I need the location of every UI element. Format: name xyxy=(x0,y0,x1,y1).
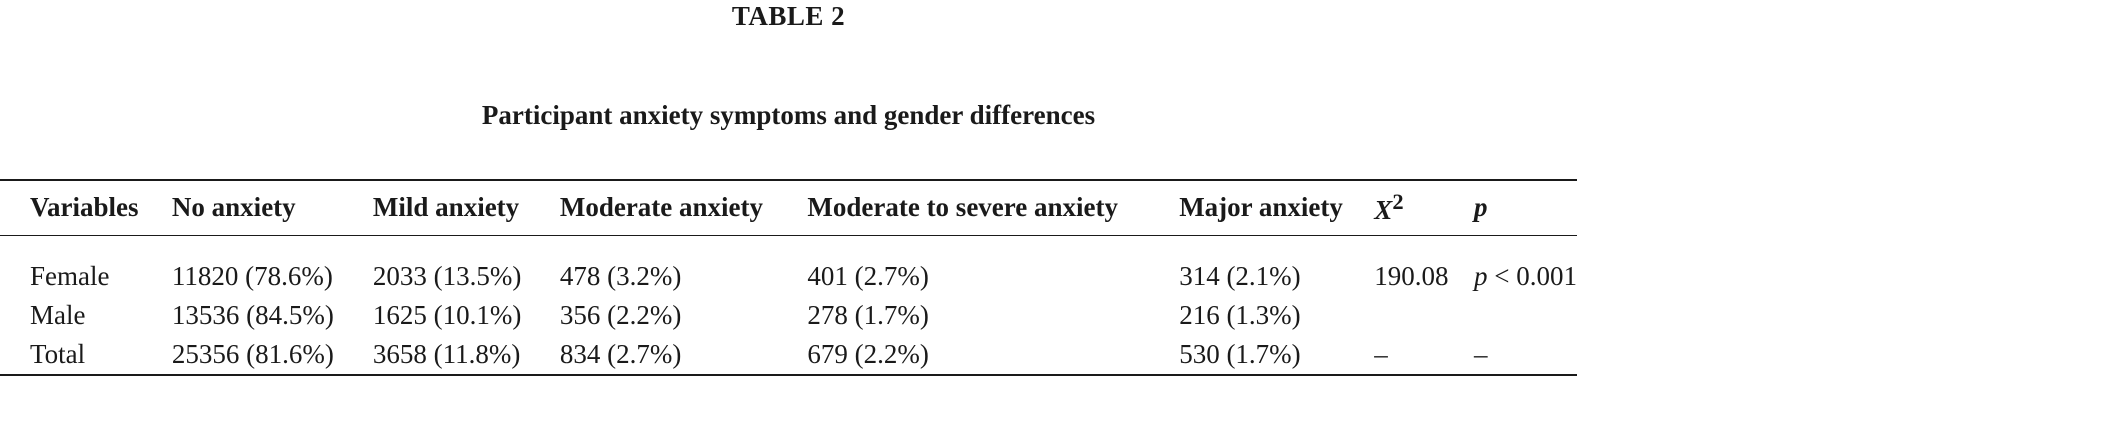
table-row: Male 13536 (84.5%) 1625 (10.1%) 356 (2.2… xyxy=(0,296,1577,335)
cell-mild-anxiety: 3658 (11.8%) xyxy=(372,339,521,369)
cell-moderate-anxiety: 834 (2.7%) xyxy=(559,339,682,369)
cell-p-value: < 0.001 xyxy=(1487,261,1577,291)
cell-major-anxiety: 530 (1.7%) xyxy=(1179,339,1301,369)
cell-moderate-to-severe-anxiety: 278 (1.7%) xyxy=(807,300,929,330)
header-row: Variables No anxiety Mild anxiety Modera… xyxy=(0,180,1577,236)
cell-mild-anxiety: 1625 (10.1%) xyxy=(372,300,522,330)
cell-moderate-anxiety: 356 (2.2%) xyxy=(559,300,682,330)
cell-mild-anxiety: 2033 (13.5%) xyxy=(372,261,522,291)
cell-p: – xyxy=(1474,335,1577,375)
table-header: Variables No anxiety Mild anxiety Modera… xyxy=(0,180,1577,236)
cell-chi-square: – xyxy=(1374,339,1388,369)
cell-p xyxy=(1474,296,1577,335)
cell-no-anxiety: 13536 (84.5%) xyxy=(171,300,334,330)
cell-p-symbol: p xyxy=(1474,261,1488,291)
cell-major-anxiety: 216 (1.3%) xyxy=(1179,300,1301,330)
table-row: Total 25356 (81.6%) 3658 (11.8%) 834 (2.… xyxy=(0,335,1577,375)
header-mild-anxiety: Mild anxiety xyxy=(372,192,520,222)
header-no-anxiety: No anxiety xyxy=(171,192,296,222)
chi-square-symbol: X xyxy=(1374,195,1393,225)
table-number: TABLE 2 xyxy=(731,1,846,31)
cell-p-value: – xyxy=(1474,339,1488,369)
cell-moderate-to-severe-anxiety: 679 (2.2%) xyxy=(807,339,929,369)
anxiety-table: Variables No anxiety Mild anxiety Modera… xyxy=(0,179,1577,376)
table-row: Female 11820 (78.6%) 2033 (13.5%) 478 (3… xyxy=(0,236,1577,297)
cell-major-anxiety: 314 (2.1%) xyxy=(1179,261,1301,291)
header-major-anxiety: Major anxiety xyxy=(1179,192,1343,222)
cell-moderate-to-severe-anxiety: 401 (2.7%) xyxy=(807,261,929,291)
cell-chi-square: 190.08 xyxy=(1374,261,1449,291)
cell-no-anxiety: 25356 (81.6%) xyxy=(171,339,334,369)
header-p: p xyxy=(1474,180,1577,236)
header-moderate-anxiety: Moderate anxiety xyxy=(559,192,764,222)
cell-variable: Female xyxy=(30,261,110,291)
chi-square-exponent: 2 xyxy=(1392,189,1404,214)
cell-chi-square xyxy=(1374,296,1474,335)
cell-p: p < 0.001 xyxy=(1474,236,1577,297)
cell-moderate-anxiety: 478 (3.2%) xyxy=(559,261,682,291)
table-caption: Participant anxiety symptoms and gender … xyxy=(481,100,1096,130)
cell-variable: Total xyxy=(30,339,86,369)
p-symbol: p xyxy=(1474,192,1488,222)
header-variables: Variables xyxy=(30,192,139,222)
table-body: Female 11820 (78.6%) 2033 (13.5%) 478 (3… xyxy=(0,236,1577,375)
cell-variable: Male xyxy=(30,300,86,330)
cell-no-anxiety: 11820 (78.6%) xyxy=(171,261,333,291)
header-chi-square: X2 xyxy=(1374,180,1474,236)
header-moderate-to-severe-anxiety: Moderate to severe anxiety xyxy=(807,192,1119,222)
